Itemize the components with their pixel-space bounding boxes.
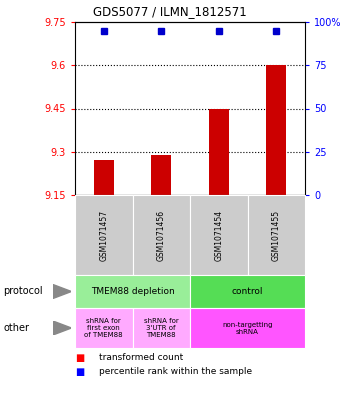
Text: ■: ■ (75, 353, 84, 363)
Text: GDS5077 / ILMN_1812571: GDS5077 / ILMN_1812571 (93, 6, 247, 18)
Text: shRNA for
3'UTR of
TMEM88: shRNA for 3'UTR of TMEM88 (144, 318, 178, 338)
Text: GSM1071457: GSM1071457 (99, 209, 108, 261)
Bar (94, 160, 114, 195)
Bar (209, 108, 229, 195)
Text: other: other (3, 323, 29, 333)
Polygon shape (53, 285, 71, 299)
Text: ■: ■ (75, 367, 84, 377)
Text: control: control (232, 287, 263, 296)
Text: GSM1071454: GSM1071454 (214, 209, 223, 261)
Text: non-targetting
shRNA: non-targetting shRNA (222, 321, 273, 334)
Text: protocol: protocol (3, 286, 43, 296)
Text: shRNA for
first exon
of TMEM88: shRNA for first exon of TMEM88 (84, 318, 123, 338)
Bar (151, 154, 171, 195)
Text: transformed count: transformed count (99, 353, 183, 362)
Polygon shape (53, 321, 71, 335)
Text: TMEM88 depletion: TMEM88 depletion (91, 287, 174, 296)
Bar (266, 65, 286, 195)
Text: GSM1071456: GSM1071456 (157, 209, 166, 261)
Text: percentile rank within the sample: percentile rank within the sample (99, 367, 252, 376)
Text: GSM1071455: GSM1071455 (272, 209, 281, 261)
